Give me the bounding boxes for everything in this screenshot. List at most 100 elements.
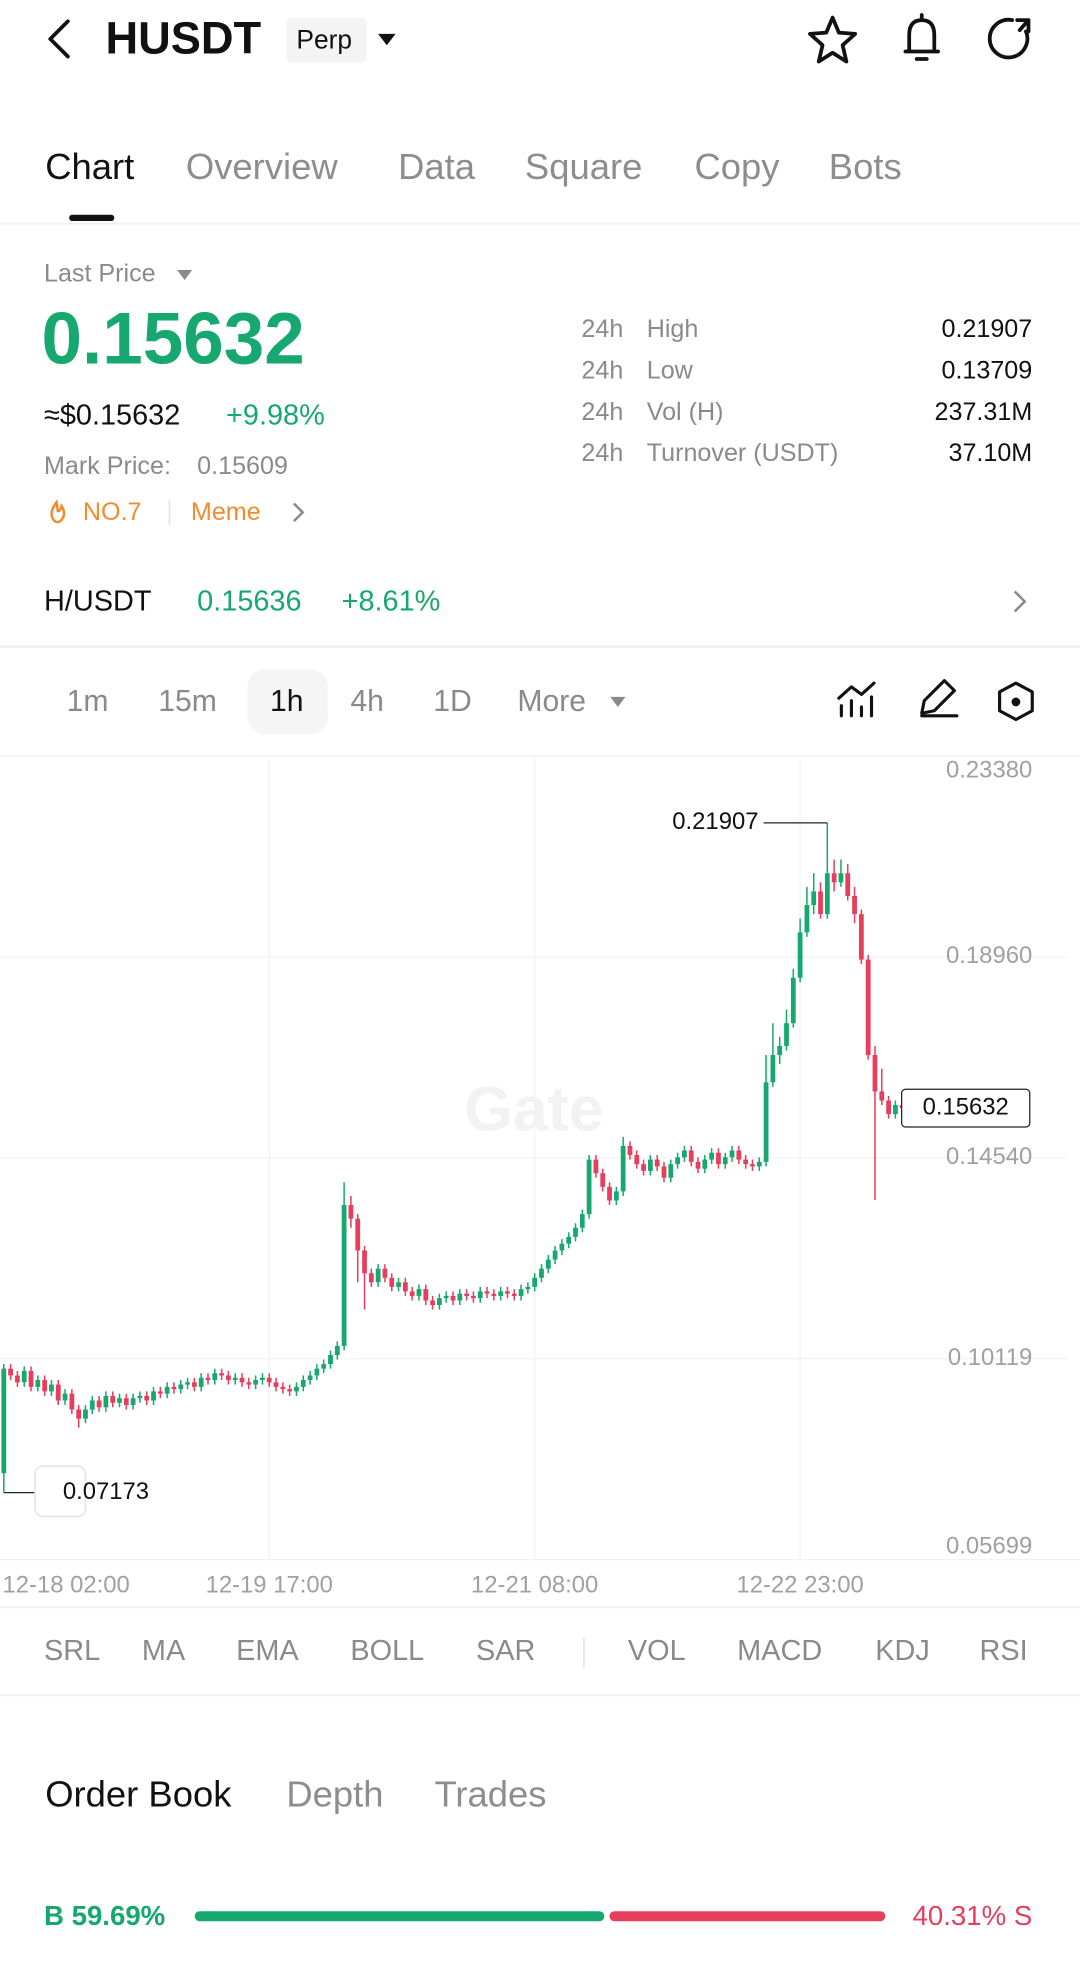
candle-body [579, 1214, 585, 1228]
candle-body [1, 1368, 7, 1474]
candle-body [389, 1277, 395, 1287]
candle-body [518, 1289, 524, 1296]
candle-body [49, 1384, 54, 1392]
draw-icon[interactable] [920, 679, 959, 718]
indicator-tab[interactable]: SRL [44, 1635, 100, 1667]
indicator-tab[interactable]: SAR [476, 1635, 535, 1667]
x-tick-label: 12-18 02:00 [3, 1571, 130, 1598]
nav-tab[interactable]: Square [525, 146, 642, 187]
indicator-tab[interactable]: KDJ [875, 1635, 930, 1667]
candle-body [409, 1291, 415, 1296]
back-button[interactable] [48, 19, 70, 59]
buy-ratio-bar [194, 1911, 605, 1922]
dropdown-arrow[interactable] [177, 269, 193, 281]
indicator-tab[interactable]: MACD [737, 1635, 822, 1667]
candle-body [69, 1393, 75, 1410]
candle-body [232, 1377, 238, 1381]
candle-body [498, 1291, 504, 1296]
nav-tab[interactable]: Copy [694, 146, 780, 187]
candle-body [818, 891, 823, 915]
favorite-icon[interactable] [808, 15, 858, 64]
interval-button[interactable]: 4h [350, 685, 384, 718]
indicator-tab[interactable]: VOL [628, 1635, 686, 1667]
candle-body [62, 1393, 68, 1401]
last-price-label: Last Price [44, 260, 156, 288]
settings-icon-dot [1011, 697, 1021, 707]
candle-body [593, 1159, 599, 1174]
more-button[interactable]: More [517, 685, 586, 718]
candle-body [865, 959, 871, 1056]
last-price: 0.15632 [41, 298, 304, 379]
chevron[interactable] [292, 502, 305, 523]
indicator-tab[interactable]: RSI [980, 1635, 1028, 1667]
rank-tag: NO.7 [83, 498, 142, 526]
interval-button[interactable]: 1h [270, 685, 304, 718]
stat-period: 24h [581, 315, 623, 343]
candle-body [423, 1289, 429, 1301]
nav-tab[interactable]: Bots [829, 146, 902, 187]
alert-icon[interactable] [903, 13, 940, 61]
indicator-tab[interactable]: MA [142, 1635, 186, 1667]
y-tick-label: 0.23380 [946, 756, 1032, 783]
category-tag[interactable]: Meme [191, 498, 261, 526]
reset-zoom-button[interactable] [34, 1465, 87, 1518]
candle-body [654, 1159, 660, 1167]
candle-body [607, 1186, 612, 1201]
candle-body [845, 873, 851, 896]
buy-ratio-label: B 59.69% [44, 1900, 165, 1931]
candle-body [239, 1377, 245, 1383]
y-tick-label: 0.14540 [946, 1143, 1032, 1170]
candle-body [702, 1159, 708, 1169]
candle-body [858, 914, 864, 960]
nav-tab[interactable]: Data [398, 146, 476, 187]
candle-body [634, 1155, 640, 1165]
mark-price: 0.15609 [197, 452, 288, 480]
interval-button[interactable]: 1m [67, 685, 109, 718]
candle-body [280, 1386, 286, 1390]
candle-body [559, 1243, 565, 1251]
candle-body [191, 1382, 197, 1387]
indicator-tab[interactable]: EMA [236, 1635, 299, 1667]
sell-ratio-label: 40.31% S [913, 1900, 1033, 1931]
interval-button[interactable]: 1D [433, 685, 472, 718]
candle-body [586, 1159, 592, 1215]
dropdown-arrow[interactable] [378, 33, 396, 46]
chevron[interactable] [1013, 590, 1027, 613]
candle-body [525, 1286, 531, 1290]
candle-body [402, 1282, 408, 1292]
settings-icon[interactable] [998, 681, 1034, 722]
candle-body [348, 1205, 354, 1219]
x-tick-label: 12-22 23:00 [736, 1571, 863, 1598]
candle-body [831, 873, 837, 883]
divider [0, 645, 1080, 648]
candle-body [627, 1145, 633, 1156]
candle-body [164, 1386, 170, 1394]
candle-body [484, 1291, 490, 1294]
spot-pair[interactable]: H/USDT [44, 585, 151, 617]
candle-body [511, 1293, 517, 1296]
indicator-tab[interactable]: BOLL [350, 1635, 424, 1667]
book-tab[interactable]: Trades [435, 1774, 547, 1815]
nav-tab[interactable]: Overview [186, 146, 338, 187]
interval-button[interactable]: 15m [158, 685, 217, 718]
spot-price: 0.15636 [197, 585, 301, 617]
nav-tab[interactable]: Chart [45, 146, 134, 187]
book-tab[interactable]: Depth [286, 1774, 383, 1815]
candle-body [647, 1159, 653, 1171]
candle-body [852, 895, 857, 915]
stat-label: Turnover (USDT) [647, 439, 839, 467]
candle-body [307, 1375, 313, 1381]
candle-body [321, 1364, 327, 1369]
candle-body [35, 1380, 41, 1387]
candle-body [797, 932, 803, 978]
dropdown-arrow[interactable] [610, 696, 626, 707]
candle-body [709, 1152, 715, 1160]
candle-body [430, 1300, 435, 1306]
candle-body [804, 905, 810, 933]
share-icon[interactable] [987, 17, 1031, 60]
last-price-label: 0.15632 [923, 1093, 1009, 1120]
candle-body [55, 1384, 61, 1401]
candle-body [736, 1150, 742, 1160]
book-tab[interactable]: Order Book [45, 1774, 232, 1815]
indicator-icon[interactable] [837, 681, 876, 718]
